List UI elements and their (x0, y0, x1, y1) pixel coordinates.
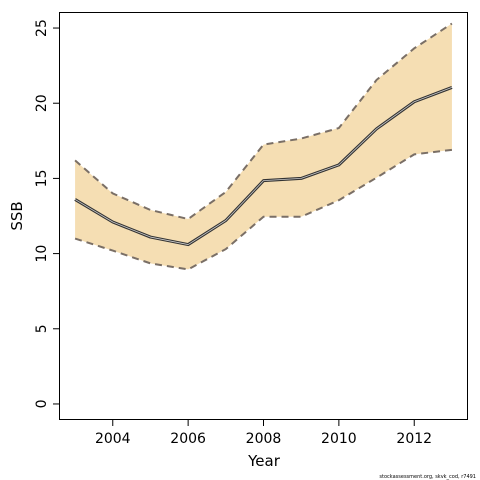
y-tick-label: 10 (34, 245, 50, 263)
y-tick-label: 5 (34, 324, 50, 333)
y-tick-label: 15 (34, 169, 50, 187)
confidence-band (75, 23, 452, 270)
credit-text: stockassessment.org, skvk_cod, r7491 (379, 474, 476, 480)
y-axis: 0 5 10 15 20 25 (34, 19, 60, 408)
x-axis-label: Year (247, 452, 281, 470)
x-tick-label: 2010 (321, 431, 357, 447)
x-tick-label: 2012 (396, 431, 432, 447)
x-tick-label: 2008 (246, 431, 282, 447)
x-axis: 2004 2006 2008 2010 2012 (95, 419, 432, 447)
upper-bound-line (74, 22, 453, 221)
y-tick-label: 25 (34, 19, 50, 37)
x-tick-label: 2004 (95, 431, 131, 447)
plot-area (74, 22, 453, 271)
lower-bound-line (74, 148, 453, 271)
y-axis-label: SSB (8, 201, 26, 230)
x-tick-label: 2006 (170, 431, 206, 447)
y-tick-label: 20 (34, 94, 50, 112)
y-tick-label: 0 (34, 400, 50, 409)
ssb-estimate-line-highlight (74, 87, 453, 245)
